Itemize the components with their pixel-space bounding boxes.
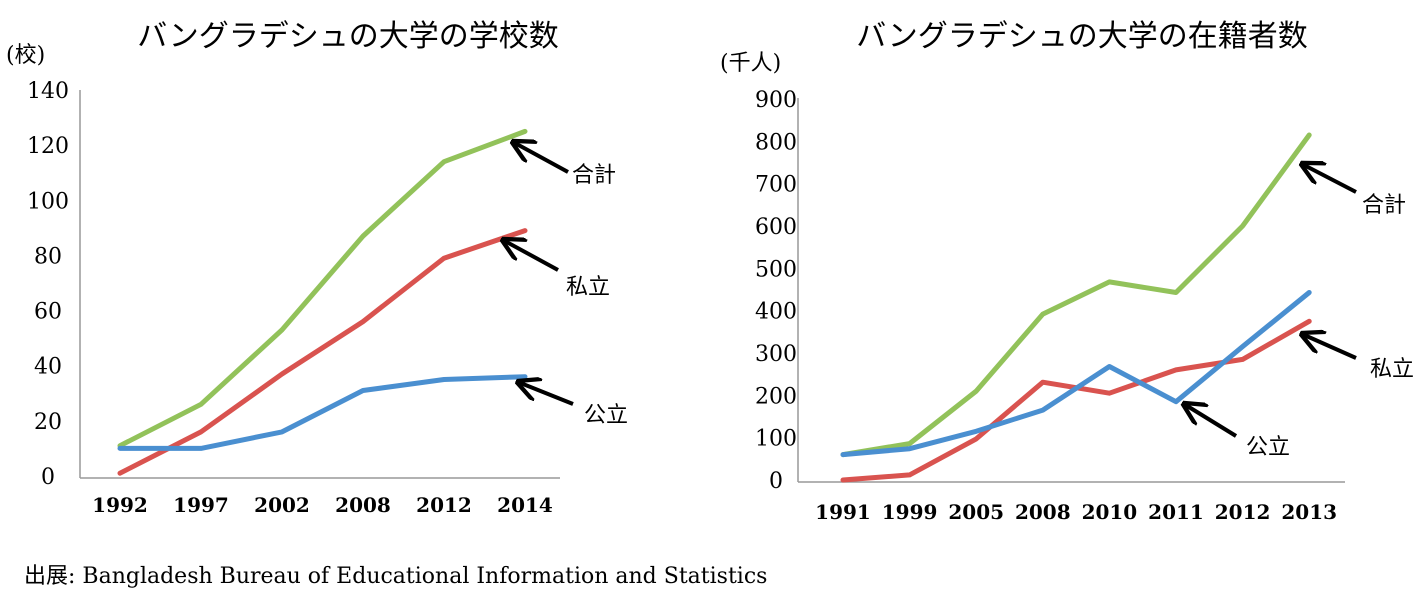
chart-schools-ytick: 140 — [27, 79, 69, 104]
chart-schools-xtick: 1992 — [92, 493, 148, 517]
chart-schools-line-public — [117, 374, 528, 451]
chart-enrollment-xtick: 2011 — [1148, 500, 1204, 524]
arrow-schools-total — [513, 142, 569, 174]
label-enrollment-public: 公立 — [1246, 435, 1290, 460]
chart-schools-title: バングラデシュの大学の学校数 — [137, 19, 559, 54]
chart-schools: バングラデシュの大学の学校数 (校) 0 20 40 60 80 100 120 140 19… — [6, 19, 560, 517]
chart-enrollment-ytick: 300 — [755, 342, 797, 367]
chart-schools-unit: (校) — [6, 43, 45, 68]
arrow-enrollment-total — [1302, 164, 1357, 194]
chart-schools-ytick: 80 — [34, 244, 62, 269]
chart-schools-line-private — [117, 228, 528, 476]
chart-enrollment-xtick: 2013 — [1281, 500, 1337, 524]
chart-enrollment-xtick: 1999 — [882, 500, 938, 524]
chart-schools-xtick: 1997 — [173, 493, 229, 517]
source-note: 出展: Bangladesh Bureau of Educational Inf… — [24, 564, 768, 589]
chart-enrollment-xtick: 2010 — [1082, 500, 1138, 524]
label-enrollment-private: 私立 — [1370, 357, 1414, 382]
label-schools-total: 合計 — [572, 163, 616, 188]
chart-schools-ytick: 60 — [34, 300, 62, 325]
label-schools-public: 公立 — [584, 403, 628, 428]
chart-schools-ytick: 40 — [34, 355, 62, 380]
chart-enrollment-xtick: 2012 — [1215, 500, 1271, 524]
chart-enrollment-ytick: 800 — [755, 130, 797, 155]
chart-schools-xtick: 2012 — [416, 493, 472, 517]
chart-schools-ytick: 100 — [27, 189, 69, 214]
arrow-schools-public — [518, 382, 574, 406]
chart-schools-xtick: 2008 — [335, 493, 391, 517]
chart-schools-xtick: 2014 — [497, 493, 553, 517]
arrow-enrollment-public — [1184, 404, 1238, 438]
chart-enrollment-line-total — [840, 132, 1312, 458]
label-enrollment-total: 合計 — [1362, 193, 1406, 218]
chart-schools-xtick: 2002 — [254, 493, 310, 517]
chart-enrollment-ytick: 700 — [755, 173, 797, 198]
chart-enrollment-ytick: 900 — [755, 88, 797, 113]
chart-enrollment-ytick: 400 — [755, 300, 797, 325]
chart-schools-annotations: 合計 私立 公立 — [503, 142, 628, 428]
chart-enrollment-ytick: 100 — [755, 427, 797, 452]
chart-enrollment-xtick: 2008 — [1015, 500, 1071, 524]
chart-enrollment-ytick: 0 — [769, 469, 783, 494]
chart-schools-line-total — [117, 128, 528, 449]
chart-schools-ytick: 120 — [27, 134, 69, 159]
chart-enrollment-title: バングラデシュの大学の在籍者数 — [856, 19, 1308, 54]
chart-enrollment-line-private — [840, 318, 1312, 483]
chart-enrollment-line-public — [840, 290, 1312, 458]
arrow-schools-private — [503, 240, 559, 272]
chart-schools-ytick: 20 — [34, 410, 62, 435]
chart-enrollment-xtick: 2005 — [948, 500, 1004, 524]
chart-enrollment-ytick: 200 — [755, 384, 797, 409]
chart-enrollment-annotations: 合計 私立 公立 — [1184, 164, 1414, 460]
chart-schools-ytick: 0 — [41, 465, 55, 490]
arrow-enrollment-private — [1302, 334, 1357, 360]
label-schools-private: 私立 — [566, 275, 610, 300]
chart-enrollment-unit: (千人) — [720, 51, 781, 76]
chart-enrollment-ytick: 600 — [755, 215, 797, 240]
chart-enrollment-xtick: 1991 — [815, 500, 871, 524]
chart-enrollment: バングラデシュの大学の在籍者数 (千人) 0 100 200 300 400 500 600… — [720, 19, 1345, 524]
chart-enrollment-ytick: 500 — [755, 257, 797, 282]
